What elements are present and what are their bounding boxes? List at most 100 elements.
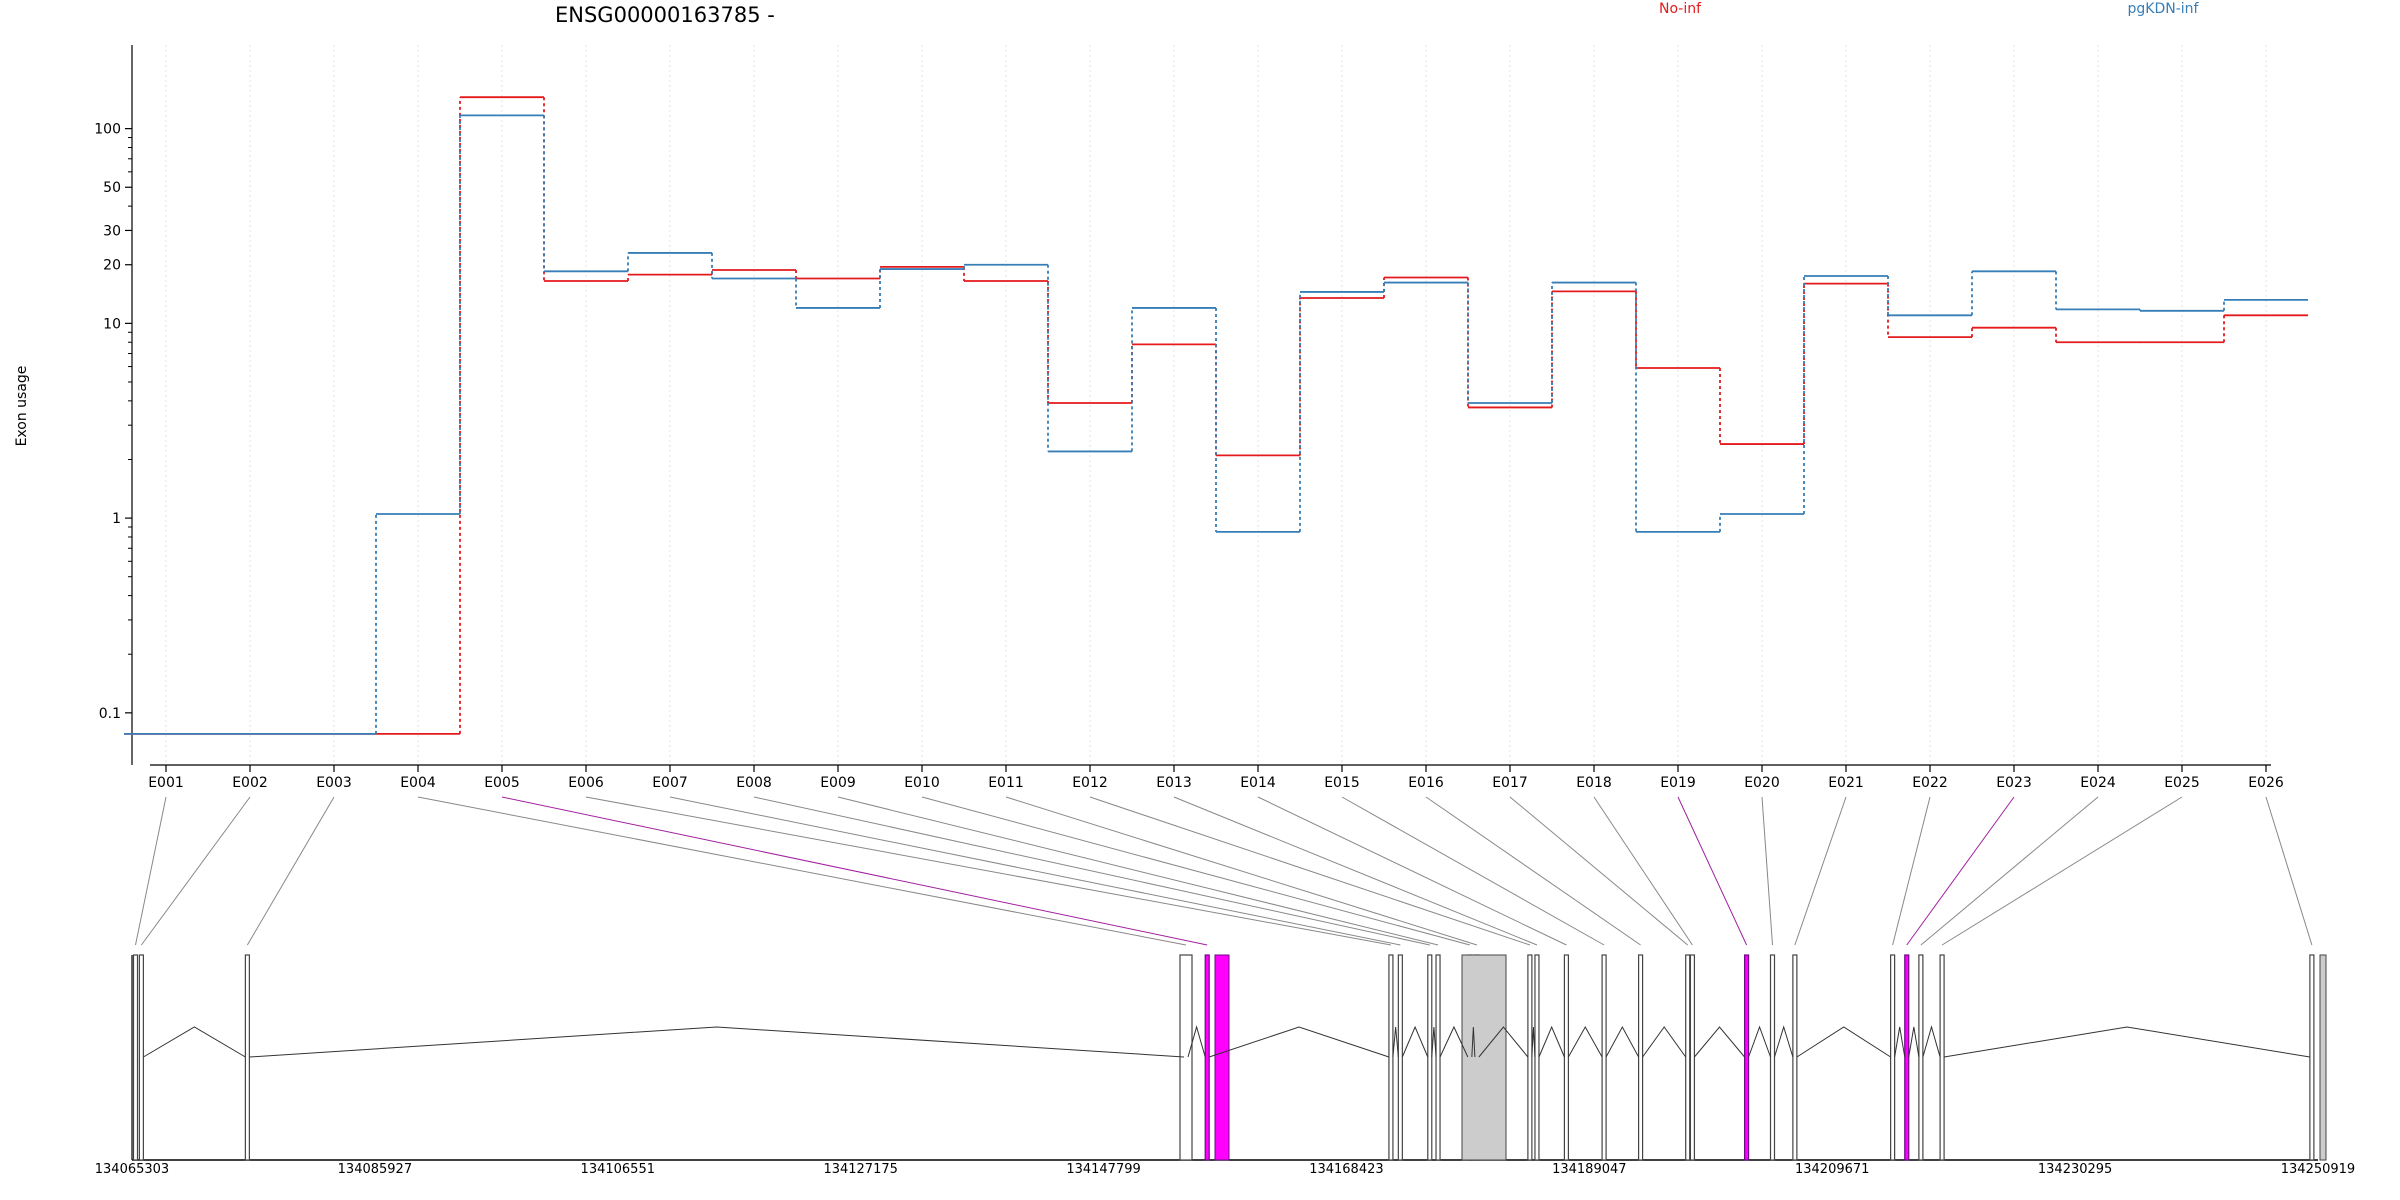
exon-box-last (2319, 954, 2327, 1161)
x-tick-label: E012 (1072, 775, 1108, 791)
intron-chevron (1748, 1025, 1771, 1058)
exon-connector (1761, 796, 1773, 946)
y-axis-label: Exon usage (14, 366, 30, 447)
exon-connector (1425, 796, 1641, 946)
x-tick-label: E014 (1240, 775, 1276, 791)
x-tick-label: E008 (736, 775, 772, 791)
exon-box (1918, 954, 1924, 1161)
x-tick-label: E010 (904, 775, 940, 791)
grid-lines (165, 45, 2267, 765)
x-tick-label: E004 (400, 775, 436, 791)
exon-box (1769, 954, 1776, 1161)
intron-chevron (1401, 1025, 1429, 1058)
x-tick-label: E023 (1996, 775, 2032, 791)
exon-connector (1089, 796, 1531, 946)
x-tick-label: E018 (1576, 775, 1612, 791)
intron-chevron (1531, 1026, 1536, 1058)
intron-chevron (1908, 1026, 1920, 1058)
y-tick-label: 1 (112, 511, 121, 527)
exon-box (1743, 954, 1750, 1161)
exon-connector (140, 796, 251, 946)
chart-title: ENSG00000163785 - (555, 3, 775, 27)
exon-connector (585, 796, 1392, 946)
exon-connector (669, 796, 1401, 946)
x-tick-label: E026 (2248, 775, 2284, 791)
series-lines (124, 96, 2308, 735)
x-tick-label: E025 (2164, 775, 2200, 791)
coordinate-label: 134085927 (338, 1162, 412, 1177)
coordinate-label: 134230295 (2038, 1162, 2112, 1177)
intron-chevron (1439, 1025, 1469, 1058)
gene-model: 134065303 134085927 134106551 134127175 1341… (95, 954, 2355, 1177)
y-tick-label: 50 (103, 180, 121, 196)
intron-chevron (1471, 1026, 1476, 1058)
exon-connector (921, 796, 1470, 946)
exon-connector (246, 796, 335, 946)
exon-box (1427, 954, 1433, 1161)
coordinate-label: 134250919 (2281, 1162, 2355, 1177)
exon-box (1904, 954, 1910, 1161)
exon-connector (1005, 796, 1478, 946)
exon-box (1792, 954, 1798, 1161)
intron-chevron (1392, 1026, 1399, 1058)
legend-pgkdn-inf: pgKDN-inf (2128, 1, 2200, 17)
intron-chevron (1694, 1026, 1745, 1058)
intron-chevron (1567, 1025, 1603, 1058)
exon-connector (1677, 796, 1748, 946)
exon-box-highlight (1214, 954, 1230, 1161)
exon-box-shaded (1461, 954, 1507, 1161)
coordinate-label: 134168423 (1309, 1162, 1383, 1177)
y-tick-label: 30 (103, 223, 121, 239)
exon-connectors (135, 796, 2313, 946)
intron-chevron (1922, 1025, 1941, 1058)
x-tick-label: E015 (1324, 775, 1360, 791)
x-tick-label: E016 (1408, 775, 1444, 791)
x-tick-label: E021 (1828, 775, 1864, 791)
exon-connector (1941, 796, 2183, 946)
exon-connector (501, 796, 1208, 946)
exon-box (1204, 954, 1210, 1161)
intron-chevron (1642, 1026, 1687, 1058)
x-tick-label: E003 (316, 775, 352, 791)
exon-connector (1593, 796, 1693, 946)
series-1 (124, 114, 2308, 735)
intron-chevron (1944, 1026, 2310, 1058)
exon-connector (135, 796, 167, 946)
exon-connector (417, 796, 1187, 946)
x-tick-label: E006 (568, 775, 604, 791)
intron-chevron (1431, 1026, 1437, 1058)
intron-chevron (1894, 1026, 1906, 1058)
exon-box (1435, 954, 1441, 1161)
exon-box (132, 954, 139, 1161)
x-tick-label: E013 (1156, 775, 1192, 791)
exon-connector (2265, 796, 2313, 946)
exon-box (1637, 954, 1644, 1161)
exon-connector (1173, 796, 1538, 946)
exon-box (1527, 954, 1533, 1161)
exon-box (1397, 954, 1403, 1161)
x-tick-label: E009 (820, 775, 856, 791)
exon-connector (1906, 796, 2015, 946)
x-tick-label: E017 (1492, 775, 1528, 791)
exon-box (244, 954, 250, 1161)
exon-box (1685, 954, 1691, 1161)
x-tick-label: E007 (652, 775, 688, 791)
series-0 (124, 96, 2308, 735)
exon-connector (1794, 796, 1847, 946)
exon-box (2309, 954, 2315, 1161)
coordinate-label: 134127175 (823, 1162, 897, 1177)
x-tick-label: E011 (988, 775, 1024, 791)
exon-box (1601, 954, 1607, 1161)
axes: 0.1 1 10 20 30 50 100 E001 E002 E003 E004 E005 E006 E… (94, 45, 2284, 791)
exon-box (1563, 954, 1570, 1161)
exon-box (1179, 954, 1193, 1161)
exon-box (138, 954, 144, 1161)
coordinate-label: 134147799 (1066, 1162, 1140, 1177)
intron-chevron (1605, 1025, 1640, 1058)
intron-chevron (1538, 1025, 1565, 1058)
intron-chevron (143, 1026, 246, 1058)
exon-box (1534, 954, 1540, 1161)
exon-box (1689, 954, 1696, 1161)
x-tick-label: E005 (484, 775, 520, 791)
